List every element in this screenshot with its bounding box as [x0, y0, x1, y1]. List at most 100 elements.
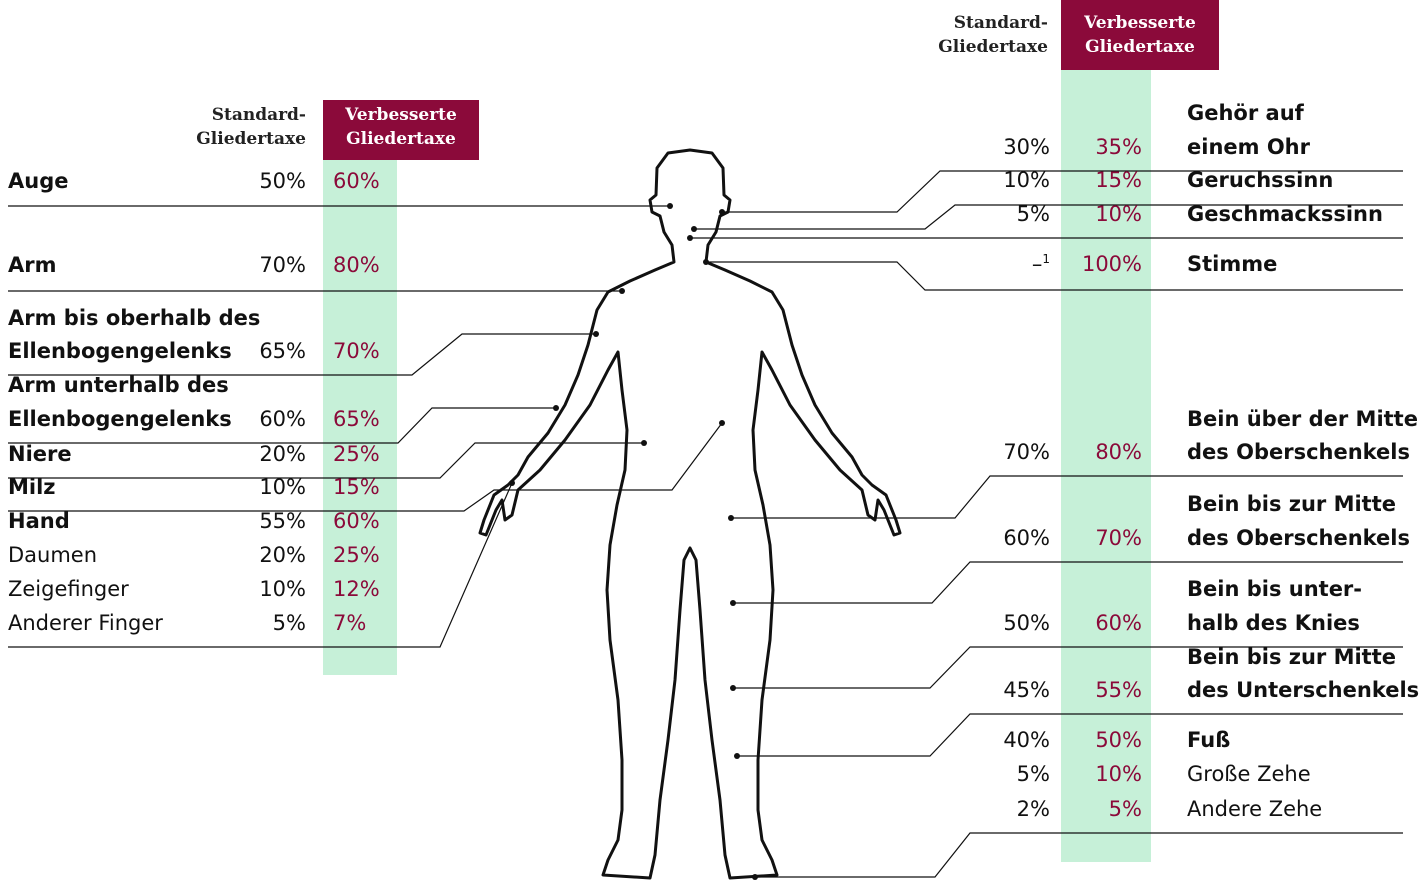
- row-label: Arm: [8, 253, 57, 277]
- standard-text: 10%: [1003, 168, 1050, 192]
- standard-value: 20%: [259, 442, 306, 466]
- row-label: Geschmackssinn: [1187, 202, 1383, 226]
- row-label: Andere Zehe: [1187, 797, 1322, 821]
- row-label: Daumen: [8, 543, 97, 567]
- row-label: Bein über der Mitte: [1187, 407, 1418, 431]
- improved-value: 10%: [1095, 202, 1142, 226]
- leader-dot: [730, 685, 736, 691]
- row-label: Bein bis unter-: [1187, 577, 1362, 601]
- improved-value: 15%: [1095, 168, 1142, 192]
- leader-dot: [691, 226, 697, 232]
- standard-text: 55%: [259, 509, 306, 533]
- row-label: Arm bis oberhalb des: [8, 306, 260, 330]
- standard-value: 30%: [1003, 135, 1050, 159]
- leader-dot: [509, 480, 515, 486]
- standard-text: 50%: [259, 169, 306, 193]
- standard-value: 50%: [259, 169, 306, 193]
- standard-value: 10%: [1003, 168, 1050, 192]
- standard-value: 2%: [1017, 797, 1050, 821]
- leader-dot: [641, 440, 647, 446]
- improved-value: 60%: [1095, 611, 1142, 635]
- leader-dot: [752, 874, 758, 880]
- standard-value: 40%: [1003, 728, 1050, 752]
- standard-value: –1: [1032, 252, 1050, 276]
- body-outline: [480, 150, 900, 878]
- improved-value: 7%: [333, 611, 366, 635]
- standard-value: 60%: [259, 407, 306, 431]
- row-label: des Unterschenkels: [1187, 678, 1419, 702]
- row-label: Ellenbogengelenks: [8, 407, 232, 431]
- improved-value: 10%: [1095, 762, 1142, 786]
- improved-value: 15%: [333, 475, 380, 499]
- leader-dot: [593, 331, 599, 337]
- leader-dot: [687, 235, 693, 241]
- standard-text: 30%: [1003, 135, 1050, 159]
- row-label: halb des Knies: [1187, 611, 1360, 635]
- header-standard: Standard-: [212, 105, 306, 125]
- footnote-mark: 1: [1042, 252, 1050, 266]
- improved-value: 50%: [1095, 728, 1142, 752]
- standard-value: 5%: [273, 611, 306, 635]
- row-label: des Oberschenkels: [1187, 526, 1410, 550]
- standard-value: 70%: [259, 253, 306, 277]
- standard-text: 5%: [1017, 202, 1050, 226]
- improved-value: 70%: [333, 339, 380, 363]
- standard-text: 40%: [1003, 728, 1050, 752]
- improved-value: 80%: [333, 253, 380, 277]
- leader-dot: [719, 420, 725, 426]
- standard-value: 55%: [259, 509, 306, 533]
- standard-value: 5%: [1017, 202, 1050, 226]
- improved-value: 5%: [1109, 797, 1142, 821]
- row-label: Hand: [8, 509, 70, 533]
- standard-value: 10%: [259, 475, 306, 499]
- header-improved: Verbesserte: [344, 105, 457, 125]
- improved-value: 25%: [333, 442, 380, 466]
- row-label: Niere: [8, 442, 72, 466]
- infographic: Standard- Gliedertaxe Verbesserte Gliederta…: [0, 0, 1423, 882]
- leader-dot: [553, 405, 559, 411]
- row-label: Stimme: [1187, 252, 1277, 276]
- leader-dot: [619, 288, 625, 294]
- standard-text: 50%: [1003, 611, 1050, 635]
- row-label: Milz: [8, 475, 56, 499]
- header-improved: Verbesserte: [1083, 13, 1196, 33]
- leader-dot: [719, 209, 725, 215]
- row-label: Anderer Finger: [8, 611, 163, 635]
- header-standard: Standard-: [954, 13, 1048, 33]
- row-label: Ellenbogengelenks: [8, 339, 232, 363]
- standard-text: 60%: [259, 407, 306, 431]
- standard-value: 20%: [259, 543, 306, 567]
- standard-text: 70%: [259, 253, 306, 277]
- standard-text: 10%: [259, 577, 306, 601]
- standard-text: 45%: [1003, 678, 1050, 702]
- standard-value: 60%: [1003, 526, 1050, 550]
- standard-text: 20%: [259, 442, 306, 466]
- row-label: Fuß: [1187, 728, 1230, 752]
- row-label: des Oberschenkels: [1187, 440, 1410, 464]
- row-label: Bein bis zur Mitte: [1187, 645, 1396, 669]
- standard-value: 50%: [1003, 611, 1050, 635]
- standard-text: 60%: [1003, 526, 1050, 550]
- standard-value: 10%: [259, 577, 306, 601]
- row-label: Geruchssinn: [1187, 168, 1333, 192]
- header-improved: Gliedertaxe: [346, 129, 456, 149]
- standard-text: 20%: [259, 543, 306, 567]
- standard-value: 65%: [259, 339, 306, 363]
- row-label: Zeigefinger: [8, 577, 129, 601]
- standard-value: 45%: [1003, 678, 1050, 702]
- row-label: einem Ohr: [1187, 135, 1311, 159]
- standard-value: 70%: [1003, 440, 1050, 464]
- improved-value: 55%: [1095, 678, 1142, 702]
- standard-text: –: [1032, 252, 1043, 276]
- standard-value: 5%: [1017, 762, 1050, 786]
- row-label: Große Zehe: [1187, 762, 1311, 786]
- standard-text: 70%: [1003, 440, 1050, 464]
- improved-value: 12%: [333, 577, 380, 601]
- right-header-box: [1061, 0, 1219, 70]
- leader-dot: [667, 203, 673, 209]
- row-label: Auge: [8, 169, 68, 193]
- leader-dot: [734, 753, 740, 759]
- header-improved: Gliedertaxe: [1085, 37, 1195, 57]
- row-label: Arm unterhalb des: [8, 373, 229, 397]
- improved-value: 80%: [1095, 440, 1142, 464]
